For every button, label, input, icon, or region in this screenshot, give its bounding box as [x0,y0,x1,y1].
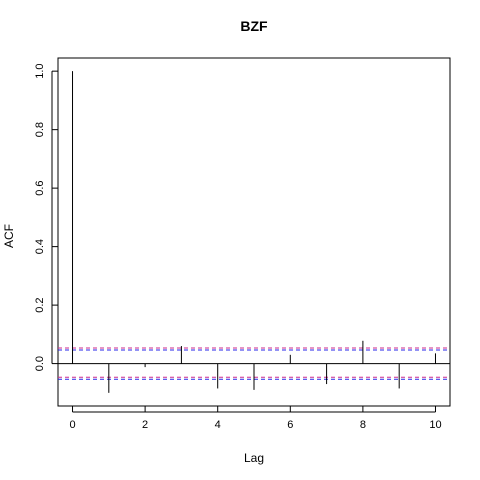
y-axis-label: ACF [2,224,16,248]
x-tick-label: 0 [69,419,75,431]
x-tick-label: 6 [287,419,293,431]
y-tick-label: 1.0 [34,64,46,79]
y-tick-label: 0.4 [34,239,46,254]
x-tick-label: 10 [429,419,441,431]
plot-area: 0 2 4 6 8 10 0.0 0.2 0.4 0.6 0.8 1.0 [34,57,451,431]
y-tick-label: 0.8 [34,122,46,137]
chart-title: BZF [240,18,268,34]
x-tick-label: 2 [142,419,148,431]
y-tick-label: 0.2 [34,297,46,312]
x-axis-label: Lag [244,451,264,465]
y-tick-label: 0.6 [34,180,46,195]
x-tick-label: 4 [215,419,221,431]
y-tick-label: 0.0 [34,356,46,371]
x-tick-label: 8 [360,419,366,431]
plot-frame [57,57,451,407]
